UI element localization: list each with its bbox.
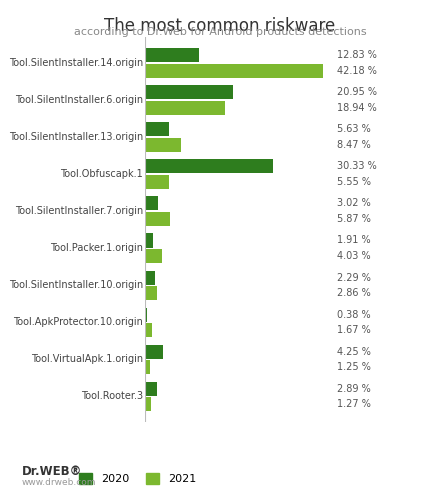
- Bar: [145, 123, 169, 136]
- Text: 4.03 %: 4.03 %: [337, 251, 370, 261]
- Text: Tool.VirtualApk.1.origin: Tool.VirtualApk.1.origin: [31, 354, 143, 365]
- Text: Tool.SilentInstaller.7.origin: Tool.SilentInstaller.7.origin: [15, 206, 143, 216]
- Text: 1.91 %: 1.91 %: [337, 236, 370, 246]
- Bar: [145, 212, 170, 226]
- Bar: [145, 397, 150, 411]
- Text: 1.67 %: 1.67 %: [337, 325, 370, 335]
- Text: 20.95 %: 20.95 %: [337, 87, 377, 97]
- Text: 2.86 %: 2.86 %: [337, 288, 370, 298]
- Bar: [145, 234, 153, 247]
- Bar: [145, 345, 163, 359]
- Text: Tool.Packer.1.origin: Tool.Packer.1.origin: [50, 243, 143, 253]
- Bar: [145, 286, 157, 300]
- Bar: [145, 360, 150, 374]
- Text: Tool.Rooter.3: Tool.Rooter.3: [81, 391, 143, 402]
- Text: 5.63 %: 5.63 %: [337, 124, 370, 134]
- Bar: [145, 323, 152, 337]
- Text: Tool.SilentInstaller.14.origin: Tool.SilentInstaller.14.origin: [9, 58, 143, 68]
- Text: 18.94 %: 18.94 %: [337, 103, 376, 113]
- Text: 2.29 %: 2.29 %: [337, 273, 370, 283]
- Text: 12.83 %: 12.83 %: [337, 50, 376, 60]
- Text: 5.55 %: 5.55 %: [337, 177, 370, 187]
- Text: Tool.SilentInstaller.6.origin: Tool.SilentInstaller.6.origin: [15, 95, 143, 105]
- Text: 30.33 %: 30.33 %: [337, 162, 376, 171]
- Bar: [145, 138, 181, 152]
- Text: Tool.SilentInstaller.10.origin: Tool.SilentInstaller.10.origin: [9, 280, 143, 290]
- Text: Tool.ApkProtector.10.origin: Tool.ApkProtector.10.origin: [13, 317, 143, 328]
- Text: 1.27 %: 1.27 %: [337, 399, 370, 409]
- Text: 0.38 %: 0.38 %: [337, 310, 370, 320]
- Text: 42.18 %: 42.18 %: [337, 66, 376, 76]
- Bar: [145, 160, 273, 173]
- Text: The most common riskware: The most common riskware: [104, 17, 336, 35]
- Bar: [145, 271, 155, 285]
- Bar: [145, 175, 169, 189]
- Bar: [145, 64, 323, 78]
- Bar: [145, 48, 199, 62]
- Text: 1.25 %: 1.25 %: [337, 362, 370, 372]
- Bar: [145, 308, 147, 322]
- Text: 5.87 %: 5.87 %: [337, 214, 370, 224]
- Text: 4.25 %: 4.25 %: [337, 347, 370, 357]
- Bar: [145, 197, 158, 210]
- Text: 2.89 %: 2.89 %: [337, 384, 370, 394]
- Text: Tool.SilentInstaller.13.origin: Tool.SilentInstaller.13.origin: [9, 132, 143, 142]
- Text: www.drweb.com: www.drweb.com: [22, 478, 96, 487]
- Bar: [145, 382, 158, 396]
- Legend: 2020, 2021: 2020, 2021: [79, 473, 197, 484]
- Text: 3.02 %: 3.02 %: [337, 199, 370, 208]
- Bar: [145, 85, 233, 99]
- Text: Tool.Obfuscapk.1: Tool.Obfuscapk.1: [60, 169, 143, 179]
- Text: 8.47 %: 8.47 %: [337, 140, 370, 150]
- Text: according to Dr.Web for Android products detections: according to Dr.Web for Android products…: [73, 27, 367, 37]
- Bar: [145, 101, 225, 115]
- Bar: [145, 249, 162, 263]
- Text: Dr.WEB®: Dr.WEB®: [22, 465, 82, 478]
